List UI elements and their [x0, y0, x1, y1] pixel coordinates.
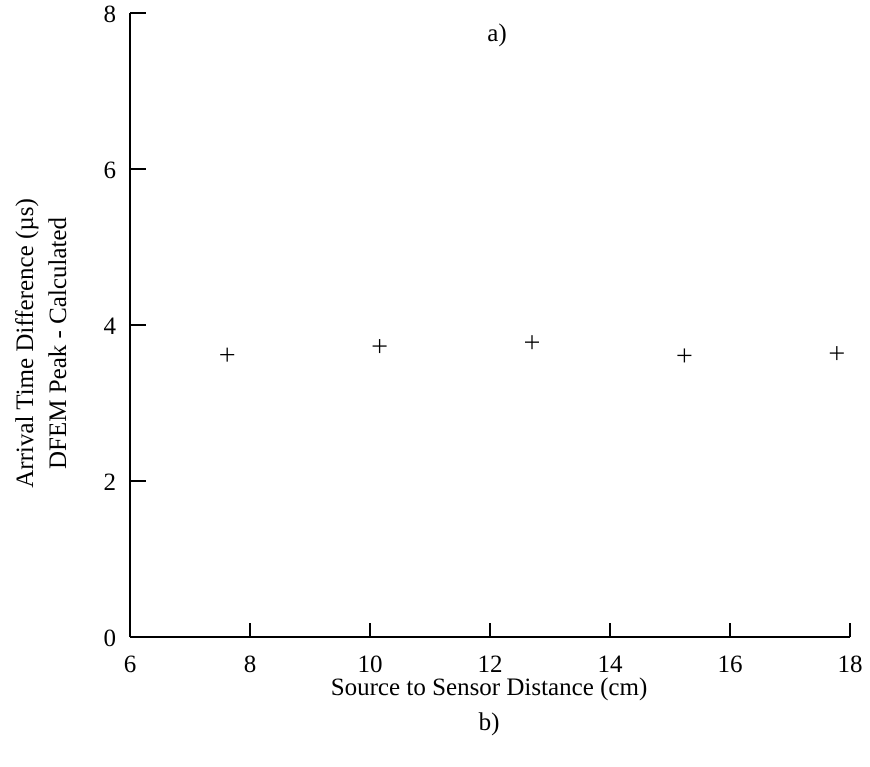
- y-tick-label: 8: [104, 1, 117, 28]
- y-tick-label: 4: [104, 313, 117, 340]
- ticks: [129, 12, 851, 638]
- x-tick-label: 12: [478, 651, 503, 678]
- panel-label-a: a): [487, 20, 506, 47]
- tick-labels: 6 8 10 12 14 16 18 0 2 4 6 8: [104, 1, 863, 678]
- data-markers: [220, 335, 844, 363]
- data-point: [220, 347, 235, 362]
- y-tick-label: 6: [104, 157, 117, 184]
- data-point: [525, 335, 539, 350]
- x-tick-label: 8: [244, 651, 257, 678]
- y-axis-title-line-1: Arrival Time Difference (µs): [12, 198, 39, 488]
- x-axis-title: Source to Sensor Distance (cm): [331, 674, 648, 701]
- data-point: [677, 348, 692, 363]
- axes: [129, 13, 850, 638]
- y-tick-label: 0: [104, 625, 117, 652]
- panel-label-b: b): [479, 709, 500, 736]
- x-tick-label: 6: [124, 651, 137, 678]
- y-tick-label: 2: [104, 469, 117, 496]
- y-axis-title-line-2: DFEM Peak - Calculated: [45, 216, 72, 469]
- x-tick-label: 10: [358, 651, 383, 678]
- data-point: [829, 346, 844, 361]
- x-tick-label: 14: [598, 651, 624, 678]
- data-point: [372, 339, 387, 354]
- x-tick-label: 18: [838, 651, 863, 678]
- x-tick-label: 16: [718, 651, 743, 678]
